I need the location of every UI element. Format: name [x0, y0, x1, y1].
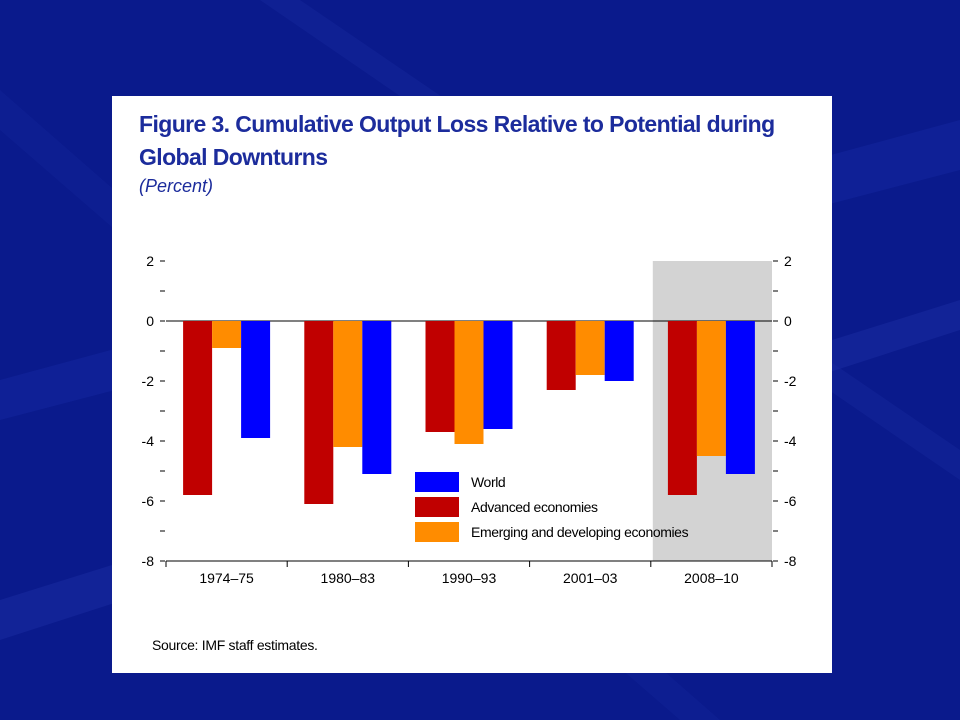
y-tick-label-right: -2 — [784, 373, 797, 389]
legend-label: Advanced economies — [471, 499, 598, 515]
y-tick-label-right: 2 — [784, 253, 792, 269]
y-tick-label-left: -2 — [142, 373, 155, 389]
figure-title: Figure 3. Cumulative Output Loss Relativ… — [139, 111, 775, 170]
figure-subtitle: (Percent) — [139, 176, 214, 196]
figure-panel: Figure 3. Cumulative Output Loss Relativ… — [112, 96, 832, 673]
bar-advanced-economies — [425, 321, 455, 432]
legend-swatch — [415, 472, 459, 492]
x-tick-label: 1980–83 — [321, 570, 376, 586]
bar-advanced-economies — [304, 321, 334, 504]
x-tick-label: 1974–75 — [199, 570, 254, 586]
y-tick-label-right: -8 — [784, 553, 797, 569]
bar-world — [241, 321, 271, 438]
x-tick-label: 1990–93 — [442, 570, 497, 586]
legend-label: Emerging and developing economies — [471, 524, 689, 540]
bar-world — [604, 321, 634, 381]
x-tick-label: 2001–03 — [563, 570, 618, 586]
legend-swatch — [415, 497, 459, 517]
bar-emerging-and-developing-economies — [454, 321, 484, 444]
bar-chart: 2 2 0 0 -2 -2 -4 -4 -6 -6 -8 -8 1974–75 1980–83 1990–9… — [142, 253, 797, 586]
bar-emerging-and-developing-economies — [333, 321, 363, 447]
legend-swatch — [415, 522, 459, 542]
y-tick-label-right: -4 — [784, 433, 797, 449]
legend-label: World — [471, 474, 505, 490]
bar-world — [725, 321, 755, 474]
x-tick-label: 2008–10 — [684, 570, 739, 586]
bar-advanced-economies — [667, 321, 697, 495]
y-tick-label-right: 0 — [784, 313, 792, 329]
y-tick-label-left: 0 — [146, 313, 154, 329]
bar-emerging-and-developing-economies — [212, 321, 242, 348]
bar-world — [362, 321, 392, 474]
y-tick-label-left: 2 — [146, 253, 154, 269]
y-tick-label-right: -6 — [784, 493, 797, 509]
source-note: Source: IMF staff estimates. — [152, 637, 318, 653]
bar-advanced-economies — [183, 321, 213, 495]
bar-emerging-and-developing-economies — [696, 321, 726, 456]
bar-emerging-and-developing-economies — [575, 321, 605, 375]
y-tick-label-left: -6 — [142, 493, 155, 509]
y-tick-label-left: -8 — [142, 553, 155, 569]
bar-world — [483, 321, 513, 429]
y-tick-label-left: -4 — [142, 433, 155, 449]
bar-advanced-economies — [546, 321, 576, 390]
